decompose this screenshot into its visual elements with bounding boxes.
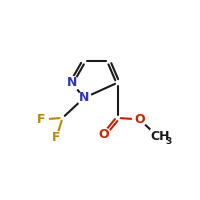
Text: N: N: [67, 76, 77, 89]
Text: O: O: [134, 113, 145, 126]
Text: F: F: [52, 131, 61, 144]
Text: O: O: [99, 128, 109, 141]
Text: 3: 3: [165, 137, 172, 146]
Text: N: N: [79, 91, 89, 104]
Text: CH: CH: [151, 130, 170, 143]
Text: F: F: [37, 113, 45, 126]
